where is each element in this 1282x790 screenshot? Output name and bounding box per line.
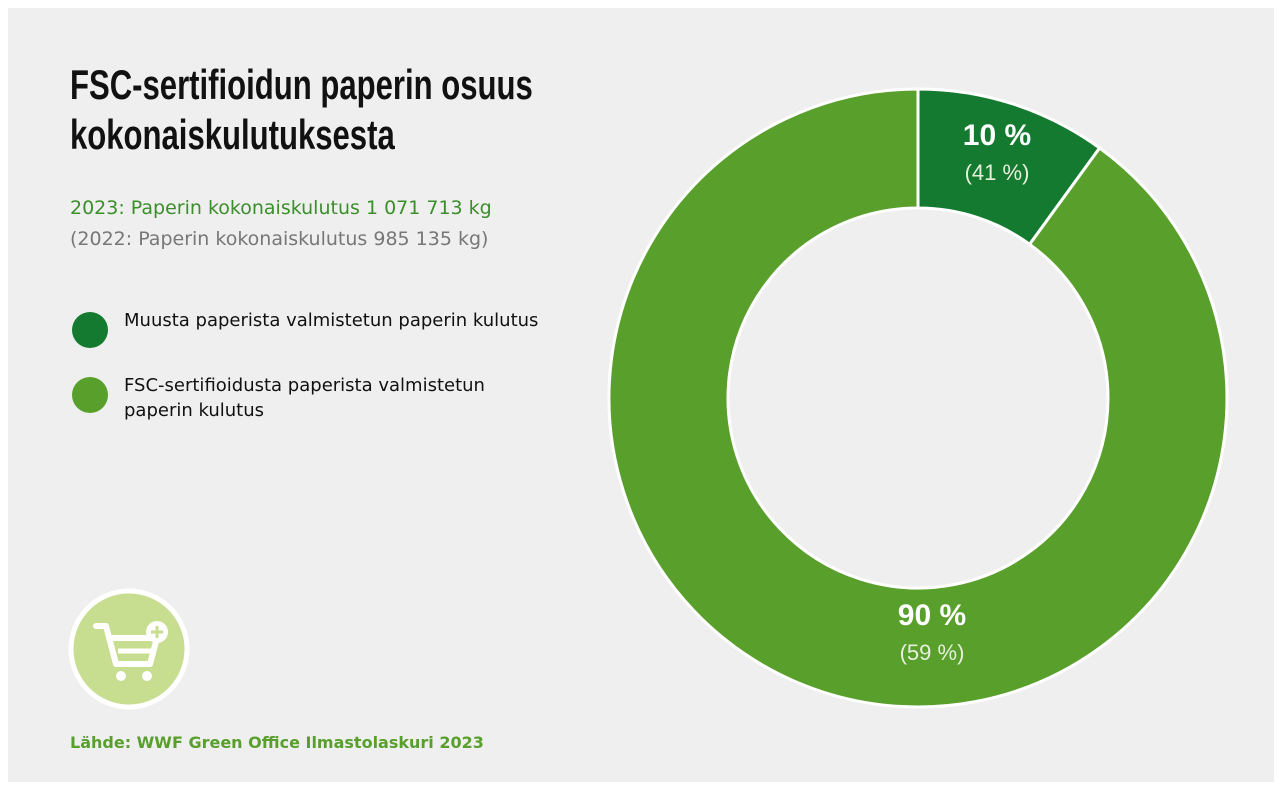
previous-value-label: (59 %) bbox=[900, 640, 965, 665]
legend-label: Muusta paperista valmistetun paperin kul… bbox=[124, 310, 539, 331]
chart-title: FSC-sertifioidun paperin osuus kokonaisk… bbox=[70, 60, 533, 160]
legend-swatch bbox=[72, 312, 108, 348]
value-label: 90 % bbox=[898, 599, 966, 632]
subtitle: (2022: Paperin kokonaiskulutus 985 135 k… bbox=[70, 228, 489, 250]
donut-slice bbox=[607, 87, 1229, 709]
source: Lähde: WWF Green Office Ilmastolaskuri 2… bbox=[70, 733, 484, 752]
legend-label: FSC-sertifioidusta paperista valmistetun… bbox=[124, 375, 485, 421]
subtitle: 2023: Paperin kokonaiskulutus 1 071 713 … bbox=[70, 197, 492, 219]
legend-swatch bbox=[72, 377, 108, 413]
cart-icon bbox=[68, 588, 190, 710]
previous-value-label: (41 %) bbox=[965, 160, 1030, 185]
title-line: FSC-sertifioidun paperin osuus bbox=[70, 61, 533, 108]
value-label: 10 % bbox=[963, 119, 1031, 152]
title-line: kokonaiskulutuksesta bbox=[70, 111, 395, 158]
